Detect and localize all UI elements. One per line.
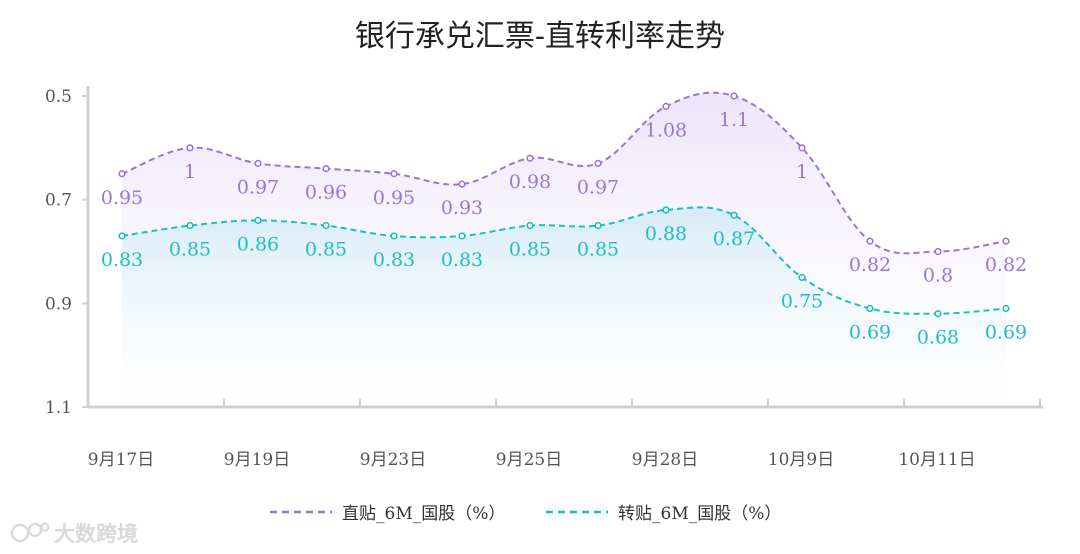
legend-item-rediscount[interactable]: 转贴_6M_国股（%） [546,504,781,524]
data-label-rediscount: 0.88 [645,223,687,245]
point-rediscount[interactable] [186,221,194,230]
legend-label-rediscount: 转贴_6M_国股（%） [618,504,781,524]
point-rediscount[interactable] [254,216,262,224]
legend-label-direct: 直贴_6M_国股（%） [342,504,505,524]
point-rediscount[interactable] [526,221,534,230]
data-label-direct: 1.1 [719,109,749,131]
data-label-rediscount: 0.85 [577,239,619,261]
line-direct [121,91,1007,255]
x-tick-label: 9月19日 [224,450,290,470]
point-rediscount[interactable] [934,310,942,318]
data-label-direct: 0.97 [237,176,279,198]
point-rediscount[interactable] [798,273,806,282]
point-direct[interactable] [322,164,330,173]
data-label-rediscount: 0.85 [305,239,347,261]
point-direct[interactable] [730,92,738,100]
data-label-direct: 1 [184,161,196,183]
x-tick-label: 10月9日 [768,450,834,470]
point-direct[interactable] [390,170,398,178]
data-label-direct: 0.82 [849,254,891,276]
area-direct [122,92,1006,407]
data-label-rediscount: 0.83 [441,249,483,271]
point-direct[interactable] [1002,237,1010,245]
data-label-rediscount: 0.83 [373,249,415,271]
data-label-direct: 0.82 [985,254,1027,276]
data-label-rediscount: 0.69 [849,322,891,344]
chart-title: 银行承兑汇票-直转利率走势 [355,19,725,54]
point-rediscount[interactable] [322,221,330,230]
data-label-rediscount: 0.85 [509,239,551,261]
y-axis: 1.1 0.9 0.7 0.5 [45,86,90,418]
point-rediscount[interactable] [730,211,738,219]
watermark-logo-icon [10,522,50,543]
x-tick-label: 9月17日 [88,450,154,470]
y-tick-label: 0.5 [45,87,72,107]
point-rediscount[interactable] [866,304,874,313]
point-direct[interactable] [798,144,806,152]
point-rediscount[interactable] [390,232,398,240]
x-axis: 9月17日 9月19日 9月23日 9月25日 9月28日 10月9日 10月11日 [88,399,1043,470]
x-tick-label: 9月28日 [632,450,698,470]
y-tick-label: 0.9 [45,294,72,314]
line-rediscount [121,206,1007,315]
point-direct[interactable] [254,159,262,167]
y-tick-label: 1.1 [45,398,72,418]
point-direct[interactable] [118,170,126,178]
data-label-rediscount: 0.69 [985,322,1027,344]
point-direct[interactable] [662,102,670,110]
data-label-direct: 0.8 [923,265,953,287]
data-label-direct: 0.98 [509,171,551,193]
data-label-direct: 0.93 [441,197,483,219]
point-rediscount[interactable] [594,221,602,230]
x-tick-label: 9月25日 [496,450,562,470]
point-rediscount[interactable] [458,232,466,240]
data-label-rediscount: 0.68 [917,327,959,349]
point-rediscount[interactable] [662,206,670,214]
data-label-direct: 0.96 [305,182,347,204]
plot-layer: 0.95 1 0.97 0.96 0.95 0.93 0.98 0.97 1.08 1.1 1 0.8… [101,91,1027,407]
watermark: 大数跨境 [10,522,138,546]
point-direct[interactable] [458,180,466,188]
data-label-direct: 0.95 [101,187,143,209]
point-rediscount[interactable] [1002,304,1010,313]
watermark-text: 大数跨境 [54,522,138,546]
data-label-direct: 1.08 [645,119,687,141]
x-tick-label: 9月23日 [360,450,426,470]
data-label-rediscount: 0.83 [101,249,143,271]
legend[interactable]: 直贴_6M_国股（%） 转贴_6M_国股（%） [270,504,781,524]
point-direct[interactable] [594,159,602,167]
data-label-rediscount: 0.87 [713,228,755,250]
data-label-rediscount: 0.75 [781,290,823,312]
point-direct[interactable] [186,144,194,152]
point-rediscount[interactable] [118,232,126,240]
y-tick-label: 0.7 [45,191,72,211]
point-direct[interactable] [526,154,534,162]
legend-item-direct[interactable]: 直贴_6M_国股（%） [270,504,505,524]
data-label-rediscount: 0.85 [169,239,211,261]
data-label-direct: 0.97 [577,176,619,198]
point-direct[interactable] [866,237,874,245]
data-label-direct: 0.95 [373,187,415,209]
point-direct[interactable] [934,247,942,256]
x-tick-label: 10月11日 [898,450,975,470]
data-label-direct: 1 [796,161,808,183]
data-label-rediscount: 0.86 [237,233,279,255]
